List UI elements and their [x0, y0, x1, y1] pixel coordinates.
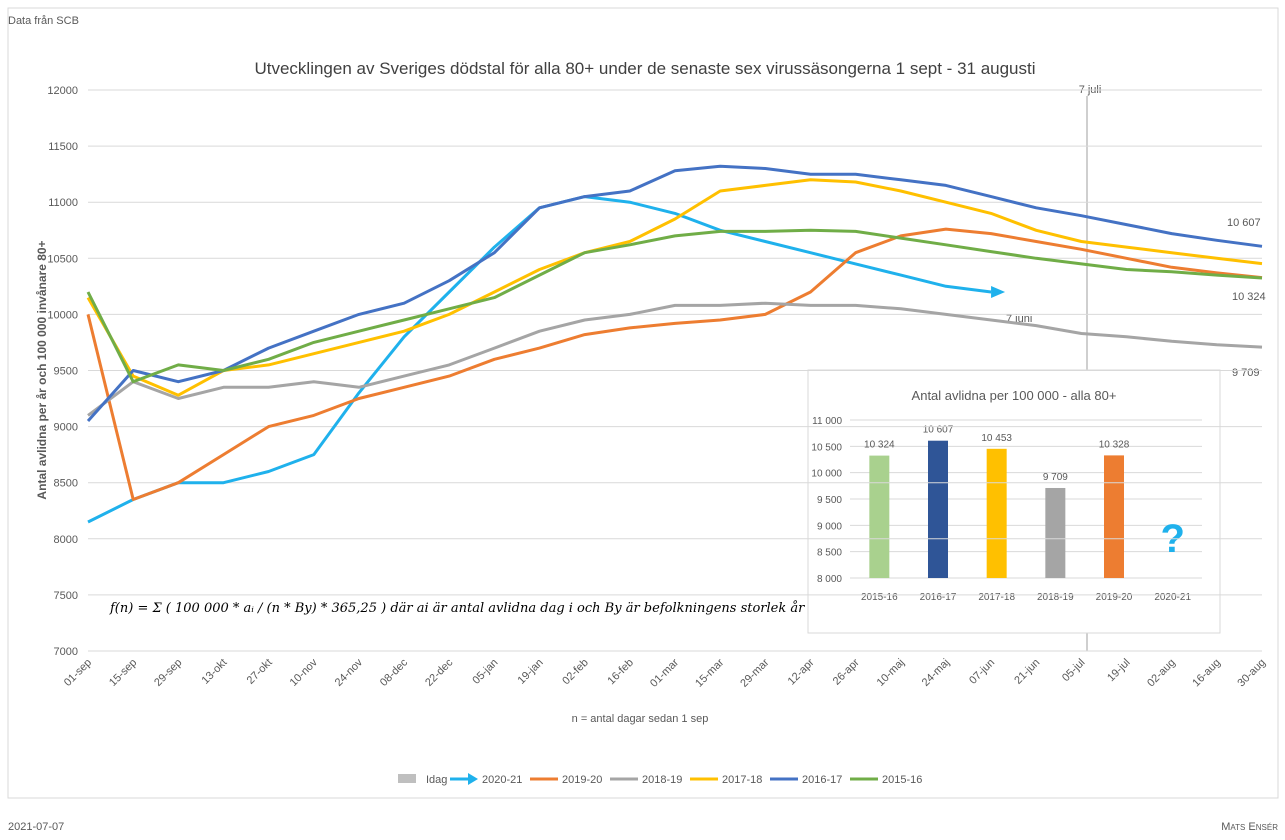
series-line [86, 178, 1263, 397]
legend-swatch [468, 773, 478, 785]
legend-swatch [398, 774, 416, 783]
x-tick-label: 15-sep [107, 657, 139, 689]
inset-title: Antal avlidna per 100 000 - alla 80+ [912, 388, 1117, 403]
formula: f(n) = Σ ( 100 000 * aᵢ / (n * By) * 365… [109, 600, 816, 616]
y-tick-label: 9 000 [817, 521, 842, 532]
x-tick-label: 16-feb [605, 657, 636, 688]
author: Mats Ensér [1221, 821, 1278, 833]
y-tick-label: 8 500 [817, 548, 842, 559]
x-tick-label: 10-maj [875, 657, 907, 689]
value-label: 10 607 [923, 425, 954, 436]
x-tick-label: 05-jul [1060, 657, 1088, 685]
value-label: 9 709 [1043, 472, 1068, 483]
y-tick-label: 7000 [54, 646, 78, 658]
x-tick-label: 08-dec [378, 656, 411, 689]
y-axis-label: Antal avlidna per år och 100 000 invånar… [35, 240, 49, 499]
x-tick-label: 19-jul [1105, 657, 1133, 685]
y-tick-label: 10 500 [811, 442, 842, 453]
x-tick-label: 24-nov [333, 656, 366, 689]
end-label: 10 607 [1227, 217, 1261, 229]
legend-label: 2019-20 [562, 774, 602, 786]
x-axis-label: n = antal dagar sedan 1 sep [572, 713, 709, 725]
x-tick-label: 2017-18 [978, 592, 1015, 603]
x-tick-label: 2015-16 [861, 592, 898, 603]
legend-label: 2015-16 [882, 774, 922, 786]
x-tick-label: 13-okt [199, 657, 229, 687]
bar [1104, 455, 1124, 578]
x-tick-label: 2018-19 [1037, 592, 1074, 603]
y-tick-label: 7500 [54, 590, 78, 602]
series-line [86, 228, 1263, 384]
x-tick-label: 05-jan [470, 657, 500, 687]
value-label: 10 453 [981, 433, 1012, 444]
date: 2021-07-07 [8, 821, 64, 833]
bar [1045, 487, 1066, 578]
y-tick-label: 11500 [48, 141, 78, 153]
series-line [87, 301, 1263, 417]
x-tick-label: 02-feb [560, 657, 591, 688]
x-tick-label: 01-sep [62, 657, 94, 689]
y-tick-label: 8 000 [817, 574, 842, 585]
x-tick-label: 29-mar [738, 656, 771, 689]
y-tick-label: 8000 [54, 534, 78, 546]
y-tick-label: 10500 [47, 253, 78, 265]
x-tick-label: 30-aug [1235, 657, 1268, 690]
x-tick-label: 27-okt [245, 657, 275, 687]
bar [928, 440, 948, 578]
x-tick-label: 26-apr [831, 656, 862, 687]
series-line [86, 164, 1263, 423]
x-tick-label: 21-jun [1012, 657, 1042, 687]
x-tick-label: 24-maj [920, 657, 952, 689]
source: Data från SCB [8, 15, 79, 27]
arrow-head [991, 285, 1006, 298]
x-tick-label: 15-mar [693, 656, 726, 689]
x-tick-label: 02-aug [1145, 657, 1178, 690]
y-tick-label: 11000 [48, 197, 78, 209]
x-tick-label: 22-dec [423, 656, 456, 689]
x-tick-label: 12-apr [786, 656, 817, 687]
value-label: 10 324 [864, 440, 895, 451]
y-tick-label: 10000 [47, 309, 78, 321]
y-tick-label: 11 000 [812, 416, 842, 427]
value-label: 10 328 [1099, 439, 1130, 450]
x-tick-label: 2019-20 [1096, 592, 1133, 603]
x-tick-label: 2016-17 [920, 592, 957, 603]
x-tick-label: 07-jun [967, 657, 997, 687]
x-tick-label: 01-mar [648, 656, 681, 689]
frame [7, 7, 1279, 799]
y-tick-label: 9 500 [817, 495, 842, 506]
end-label: 9 709 [1232, 367, 1260, 379]
bar [986, 448, 1007, 578]
end-label: 10 324 [1232, 291, 1266, 303]
y-tick-label: 10 000 [811, 469, 842, 480]
legend-label: 2017-18 [722, 774, 762, 786]
bar [869, 455, 890, 578]
x-tick-label: 16-aug [1190, 657, 1223, 690]
legend-label: 2016-17 [802, 774, 842, 786]
x-tick-label: 10-nov [288, 656, 321, 689]
x-tick-label: 2020-21 [1154, 592, 1191, 603]
legend-label: 2018-19 [642, 774, 682, 786]
y-tick-label: 8500 [54, 478, 78, 490]
x-tick-label: 29-sep [152, 657, 184, 689]
series-line [86, 227, 1263, 501]
y-tick-label: 12000 [47, 85, 78, 97]
legend-label: Idag [426, 774, 447, 786]
y-tick-label: 9500 [54, 366, 78, 378]
legend-label: 2020-21 [482, 774, 522, 786]
chart-title: Utvecklingen av Sveriges dödstal för all… [254, 59, 1035, 78]
y-tick-label: 9000 [54, 422, 78, 434]
x-tick-label: 19-jan [516, 657, 546, 687]
